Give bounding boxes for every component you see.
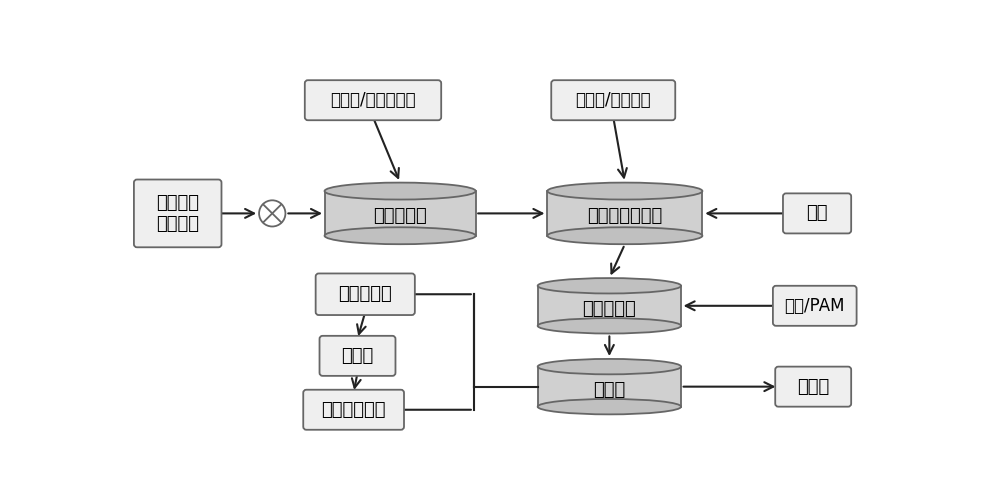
Text: 甲硫醇钠
生产废水: 甲硫醇钠 生产废水 [156, 194, 199, 233]
Ellipse shape [547, 227, 702, 244]
FancyBboxPatch shape [305, 80, 441, 120]
Text: 脱水机: 脱水机 [341, 347, 374, 365]
Text: 常规芬顿氧化段: 常规芬顿氧化段 [587, 207, 662, 226]
FancyBboxPatch shape [775, 367, 851, 407]
FancyBboxPatch shape [134, 180, 221, 248]
Bar [538, 286, 681, 326]
FancyBboxPatch shape [320, 336, 395, 376]
Ellipse shape [547, 183, 702, 199]
Text: 液碱/PAM: 液碱/PAM [784, 297, 845, 315]
Bar [538, 367, 681, 407]
Text: 双氧水/硫酸亚铁: 双氧水/硫酸亚铁 [575, 91, 651, 109]
Ellipse shape [325, 183, 476, 199]
FancyBboxPatch shape [783, 194, 851, 234]
FancyBboxPatch shape [551, 80, 675, 120]
Text: 硫酸: 硫酸 [806, 204, 828, 222]
Ellipse shape [538, 278, 681, 294]
Ellipse shape [538, 399, 681, 414]
FancyBboxPatch shape [773, 286, 857, 326]
Ellipse shape [538, 359, 681, 374]
Bar [325, 191, 476, 236]
FancyBboxPatch shape [316, 273, 415, 315]
Text: 双氧水/过氧化物酶: 双氧水/过氧化物酶 [330, 91, 416, 109]
Text: 减量后的污泥: 减量后的污泥 [321, 401, 386, 419]
Text: 中和脱气段: 中和脱气段 [582, 300, 636, 318]
FancyBboxPatch shape [303, 390, 404, 430]
Text: 沉淀池: 沉淀池 [593, 381, 626, 399]
Text: 一级氧化段: 一级氧化段 [373, 207, 427, 226]
Text: 污泥浓缩罐: 污泥浓缩罐 [338, 285, 392, 303]
Ellipse shape [538, 318, 681, 334]
Ellipse shape [325, 227, 476, 244]
Text: 排放水: 排放水 [797, 378, 829, 396]
Bar [547, 191, 702, 236]
